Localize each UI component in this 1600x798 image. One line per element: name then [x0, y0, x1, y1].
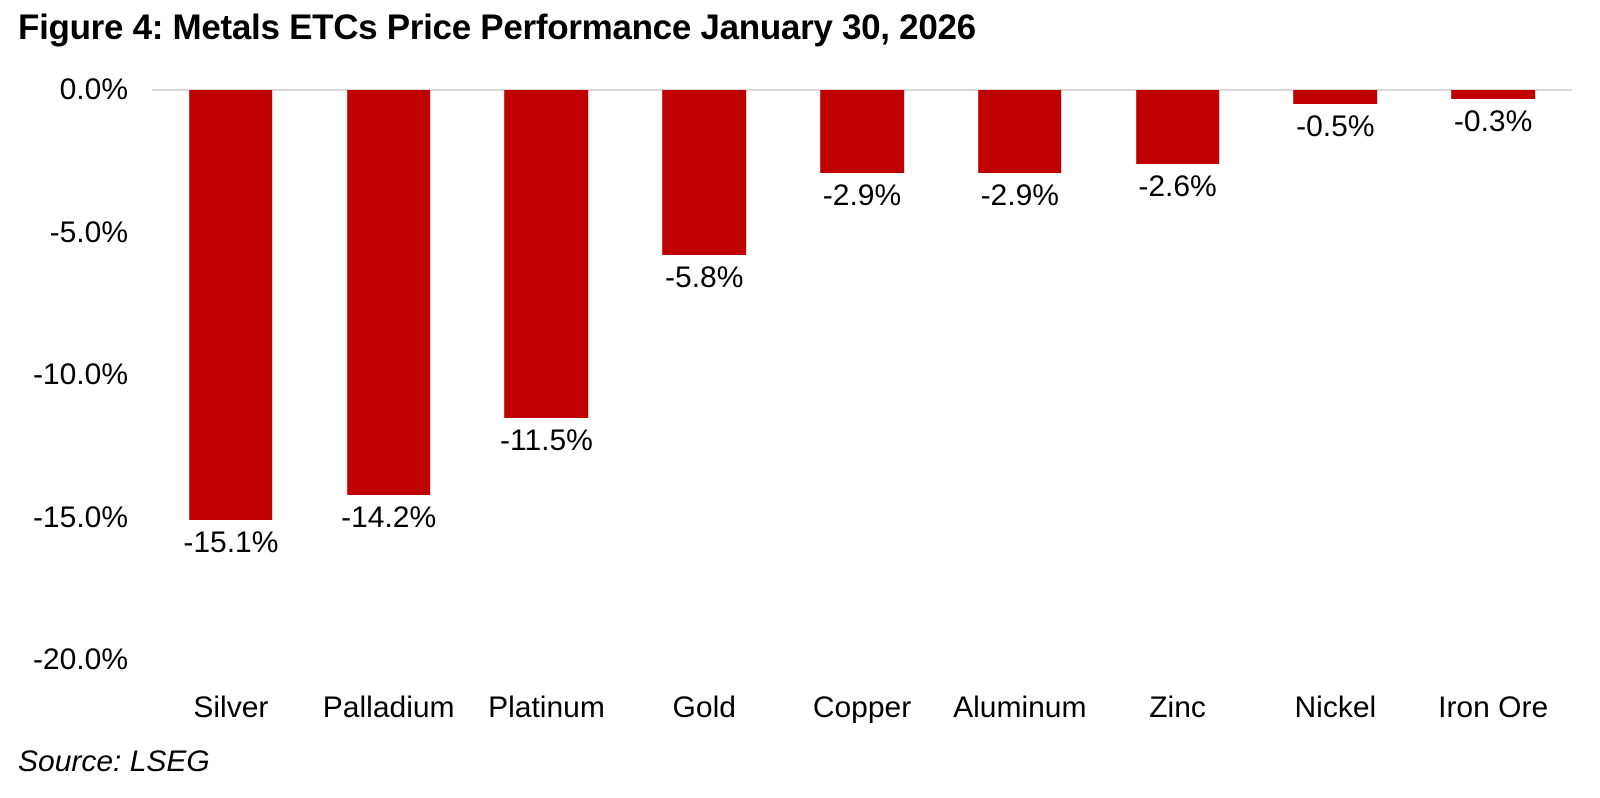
category-label-aluminum: Aluminum — [953, 691, 1087, 724]
value-label-copper: -2.9% — [822, 178, 902, 212]
y-tick-label-0-0-: 0.0% — [59, 73, 128, 106]
bar-slot-aluminum: -2.9% — [941, 90, 1099, 660]
bar-slot-copper: -2.9% — [783, 90, 941, 660]
chart-title: Figure 4: Metals ETCs Price Performance … — [18, 8, 976, 47]
category-label-palladium: Palladium — [322, 691, 455, 724]
bar-aluminum — [977, 90, 1062, 173]
category-label-nickel: Nickel — [1294, 691, 1377, 724]
bar-slot-gold: -5.8% — [625, 90, 783, 660]
value-label-zinc: -2.6% — [1138, 170, 1217, 204]
category-label-platinum: Platinum — [488, 691, 605, 724]
bar-slot-silver: -15.1% — [152, 90, 310, 660]
value-label-platinum: -11.5% — [500, 423, 593, 457]
value-label-silver: -15.1% — [183, 526, 279, 560]
source-note: Source: LSEG — [18, 745, 210, 778]
value-label-nickel: -0.5% — [1296, 110, 1375, 144]
plot-area: -15.1% -14.2% -11.5% -5.8% -2.9% -2.9% -2.6% -0… — [152, 89, 1572, 660]
value-label-palladium: -14.2% — [341, 500, 437, 534]
category-label-zinc: Zinc — [1149, 691, 1206, 724]
y-tick-label--15-0-: -15.0% — [32, 500, 128, 534]
value-label-iron-ore: -0.3% — [1453, 104, 1533, 138]
category-label-iron-ore: Iron Ore — [1438, 691, 1549, 724]
bar-iron-ore — [1451, 90, 1535, 99]
y-tick-label--20-0-: -20.0% — [32, 643, 128, 676]
value-label-aluminum: -2.9% — [980, 178, 1059, 212]
bar-zinc — [1135, 90, 1220, 165]
bar-nickel — [1293, 90, 1378, 105]
bar-palladium — [346, 90, 431, 495]
y-axis: 0.0% -5.0% -10.0% -15.0% -20.0% — [0, 75, 128, 675]
category-label-gold: Gold — [672, 691, 736, 724]
bar-slot-nickel: -0.5% — [1256, 90, 1414, 660]
bar-copper — [820, 90, 904, 173]
bar-slot-platinum: -11.5% — [468, 90, 626, 660]
bar-slot-palladium: -14.2% — [310, 90, 468, 660]
category-label-copper: Copper — [812, 691, 912, 724]
bar-gold — [662, 90, 747, 256]
bar-slot-zinc: -2.6% — [1099, 90, 1257, 660]
y-tick-label--5-0-: -5.0% — [49, 215, 128, 249]
x-axis: Silver Palladium Platinum Gold Copper Aluminu… — [152, 693, 1572, 723]
bar-silver — [189, 90, 273, 521]
y-tick-label--10-0-: -10.0% — [32, 358, 128, 391]
bar-platinum — [504, 90, 589, 418]
category-label-silver: Silver — [193, 691, 269, 724]
bar-slot-iron-ore: -0.3% — [1414, 90, 1572, 660]
value-label-gold: -5.8% — [665, 261, 744, 295]
